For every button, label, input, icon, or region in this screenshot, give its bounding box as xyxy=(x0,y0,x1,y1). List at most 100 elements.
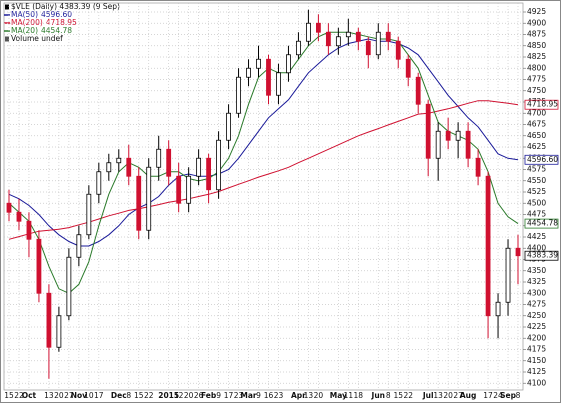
candle-body xyxy=(136,175,142,231)
legend-swatch xyxy=(5,36,9,42)
y-tick-label: 4550 xyxy=(527,176,546,185)
x-tick-label: 16 xyxy=(264,391,274,400)
x-tick-label: 13 xyxy=(44,391,54,400)
candle-body xyxy=(46,292,52,348)
x-tick-label: Oct xyxy=(22,391,37,400)
x-tick-label: 15 xyxy=(134,391,144,400)
legend-name: MA(50) xyxy=(11,10,38,19)
x-tick-label: Feb xyxy=(201,391,217,400)
candle-body xyxy=(266,58,271,96)
plot-area xyxy=(3,2,524,391)
candle-body xyxy=(216,139,221,191)
x-tick-label: 17 xyxy=(483,391,493,400)
x-tick-label: 13 xyxy=(433,391,443,400)
legend-item: MA(50) 4596.60 xyxy=(11,10,72,19)
x-tick-label: 23 xyxy=(234,391,244,400)
candle-body xyxy=(36,238,42,294)
y-tick-label: 4175 xyxy=(527,345,546,354)
x-tick-label: 11 xyxy=(344,391,354,400)
candle-body xyxy=(455,130,461,141)
candle-body xyxy=(156,148,162,168)
legend-item: MA(20) 4454.78 xyxy=(11,26,72,35)
candle-body xyxy=(126,157,132,177)
candle-body xyxy=(385,31,391,42)
x-tick-label: 20 xyxy=(314,391,324,400)
y-tick-label: 4875 xyxy=(527,30,546,39)
x-tick-label: 15 xyxy=(393,391,403,400)
candle-body xyxy=(375,31,381,56)
y-tick-label: 4150 xyxy=(527,356,546,365)
candle-body xyxy=(515,247,521,257)
last-value-label: 4454.78 xyxy=(527,219,558,228)
candle-body xyxy=(335,36,341,47)
candle-body xyxy=(96,171,102,195)
x-tick-label: 20 xyxy=(54,391,64,400)
candle-body xyxy=(286,54,291,74)
candle-body xyxy=(296,40,301,56)
x-tick-label: 17 xyxy=(224,391,234,400)
y-tick-label: 4350 xyxy=(527,266,546,275)
candle-body xyxy=(395,40,401,60)
y-tick-label: 4300 xyxy=(527,288,546,297)
x-tick-label: 22 xyxy=(403,391,413,400)
legend-value: 4596.60 xyxy=(41,10,72,19)
candle-body xyxy=(355,31,361,42)
y-tick-label: 4475 xyxy=(527,210,546,219)
y-tick-label: 4850 xyxy=(527,41,546,50)
y-tick-label: 4675 xyxy=(527,120,546,129)
candle-body xyxy=(186,175,192,204)
candle-body xyxy=(246,67,251,78)
x-tick-label: 23 xyxy=(274,391,284,400)
candle-body xyxy=(435,130,441,159)
candle-body xyxy=(475,157,481,177)
x-tick-label: 27 xyxy=(453,391,463,400)
x-tick-label: 12 xyxy=(174,391,184,400)
x-tick-label: 27 xyxy=(64,391,74,400)
x-tick-label: 18 xyxy=(354,391,364,400)
candle-body xyxy=(16,211,22,222)
y-tick-label: 4925 xyxy=(527,7,546,16)
candle-body xyxy=(196,157,202,177)
x-tick-label: 9 xyxy=(256,391,261,400)
x-tick-label: 2015 xyxy=(158,391,179,400)
candle-body xyxy=(146,166,152,231)
x-tick-label: 20 xyxy=(184,391,194,400)
legend-item: MA(200) 4718.95 xyxy=(11,18,77,27)
y-tick-label: 4500 xyxy=(527,198,546,207)
candle-body xyxy=(306,22,311,42)
y-tick-label: 4800 xyxy=(527,63,546,72)
candle-body xyxy=(166,148,172,177)
candle-body xyxy=(256,58,261,69)
candle-body xyxy=(405,58,411,78)
x-tick-label: Sep xyxy=(500,391,516,400)
chart-title: $VLE (Daily) 4383.39 (9 Sep) xyxy=(11,2,120,11)
x-tick-label: 22 xyxy=(14,391,24,400)
last-value-label: 4596.60 xyxy=(527,155,558,164)
x-tick-label: Jun xyxy=(371,391,385,400)
legend-swatch xyxy=(5,4,9,10)
candle-body xyxy=(445,130,451,141)
x-tick-label: 17 xyxy=(94,391,104,400)
y-tick-label: 4900 xyxy=(527,18,546,27)
candle-body xyxy=(236,76,241,114)
candle-body xyxy=(86,193,92,236)
y-tick-label: 4400 xyxy=(527,243,546,252)
y-tick-label: 4825 xyxy=(527,52,546,61)
x-tick-label: 26 xyxy=(194,391,204,400)
legend-name: MA(200) xyxy=(11,18,43,27)
x-tick-label: 20 xyxy=(443,391,453,400)
candle-body xyxy=(106,162,112,173)
moving-average-line xyxy=(8,100,519,240)
candle-body xyxy=(116,157,122,164)
candle-body xyxy=(226,112,231,141)
candle-body xyxy=(415,76,421,105)
candle-body xyxy=(6,202,12,213)
x-tick-label: 24 xyxy=(493,391,503,400)
candle-body xyxy=(26,220,32,240)
legend-name: MA(20) xyxy=(11,26,38,35)
y-tick-label: 4125 xyxy=(527,367,546,376)
x-tick-label: 22 xyxy=(144,391,154,400)
last-value-box xyxy=(524,154,559,165)
